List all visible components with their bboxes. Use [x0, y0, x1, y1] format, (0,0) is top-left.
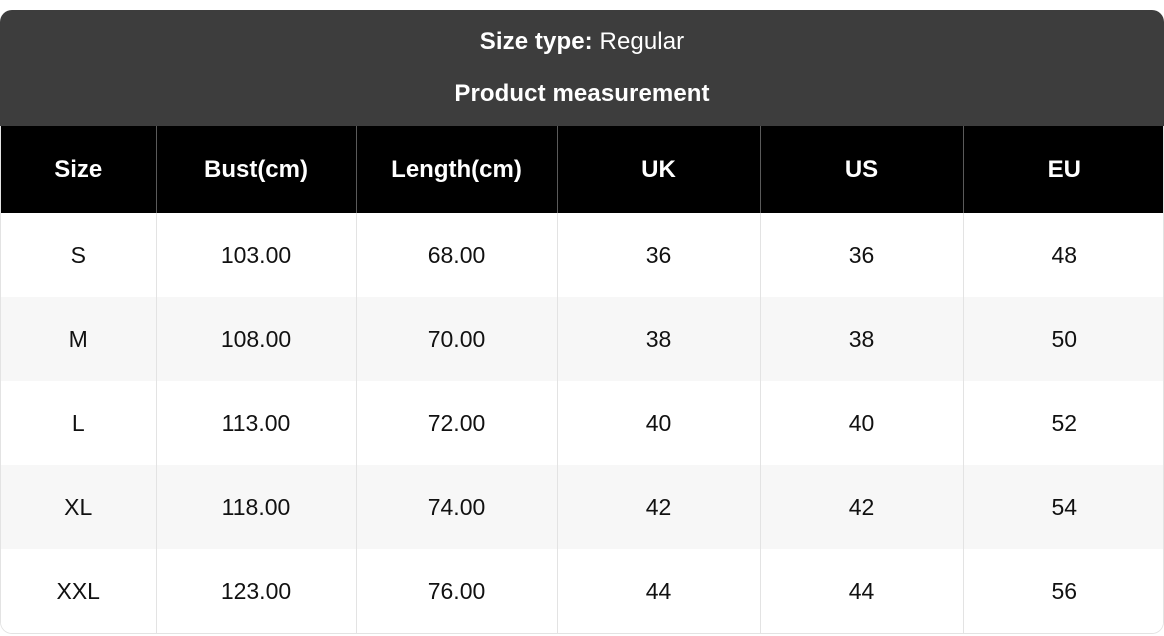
size-table: Size Bust(cm) Length(cm) UK US EU S 103.… [1, 126, 1163, 633]
banner-subtitle-line: Product measurement [10, 80, 1154, 108]
cell-bust: 103.00 [156, 213, 357, 297]
cell-eu: 52 [963, 381, 1163, 465]
size-table-wrapper: Size Bust(cm) Length(cm) UK US EU S 103.… [0, 126, 1164, 634]
cell-size: XL [1, 465, 157, 549]
cell-eu: 48 [963, 213, 1163, 297]
cell-size: S [1, 213, 157, 297]
cell-eu: 50 [963, 297, 1163, 381]
size-type-value: Regular [599, 28, 685, 55]
cell-uk: 38 [557, 297, 761, 381]
cell-uk: 44 [557, 549, 761, 633]
cell-us: 42 [760, 465, 964, 549]
product-measurement-title: Product measurement [454, 80, 710, 108]
table-row: M 108.00 70.00 38 38 50 [1, 297, 1163, 381]
cell-us: 38 [760, 297, 964, 381]
size-type-line: Size type: Regular [10, 28, 1154, 56]
cell-us: 40 [760, 381, 964, 465]
cell-bust: 118.00 [156, 465, 357, 549]
cell-length: 76.00 [356, 549, 558, 633]
table-row: S 103.00 68.00 36 36 48 [1, 213, 1163, 297]
column-header-uk: UK [557, 126, 761, 213]
cell-length: 72.00 [356, 381, 558, 465]
cell-size: M [1, 297, 157, 381]
column-header-bust: Bust(cm) [156, 126, 357, 213]
cell-uk: 42 [557, 465, 761, 549]
cell-uk: 36 [557, 213, 761, 297]
size-table-head: Size Bust(cm) Length(cm) UK US EU [1, 126, 1163, 213]
column-header-length: Length(cm) [356, 126, 558, 213]
size-chart-banner: Size type: Regular Product measurement [0, 10, 1164, 126]
table-row: XXL 123.00 76.00 44 44 56 [1, 549, 1163, 633]
column-header-eu: EU [963, 126, 1163, 213]
cell-length: 70.00 [356, 297, 558, 381]
cell-bust: 108.00 [156, 297, 357, 381]
size-table-body: S 103.00 68.00 36 36 48 M 108.00 70.00 3… [1, 213, 1163, 633]
cell-us: 44 [760, 549, 964, 633]
table-header-row: Size Bust(cm) Length(cm) UK US EU [1, 126, 1163, 213]
column-header-us: US [760, 126, 964, 213]
cell-eu: 56 [963, 549, 1163, 633]
table-row: XL 118.00 74.00 42 42 54 [1, 465, 1163, 549]
table-row: L 113.00 72.00 40 40 52 [1, 381, 1163, 465]
size-type-label: Size type: [479, 28, 593, 55]
cell-bust: 113.00 [156, 381, 357, 465]
cell-length: 74.00 [356, 465, 558, 549]
cell-uk: 40 [557, 381, 761, 465]
cell-bust: 123.00 [156, 549, 357, 633]
cell-size: XXL [1, 549, 157, 633]
column-header-size: Size [1, 126, 157, 213]
cell-eu: 54 [963, 465, 1163, 549]
cell-size: L [1, 381, 157, 465]
cell-length: 68.00 [356, 213, 558, 297]
cell-us: 36 [760, 213, 964, 297]
